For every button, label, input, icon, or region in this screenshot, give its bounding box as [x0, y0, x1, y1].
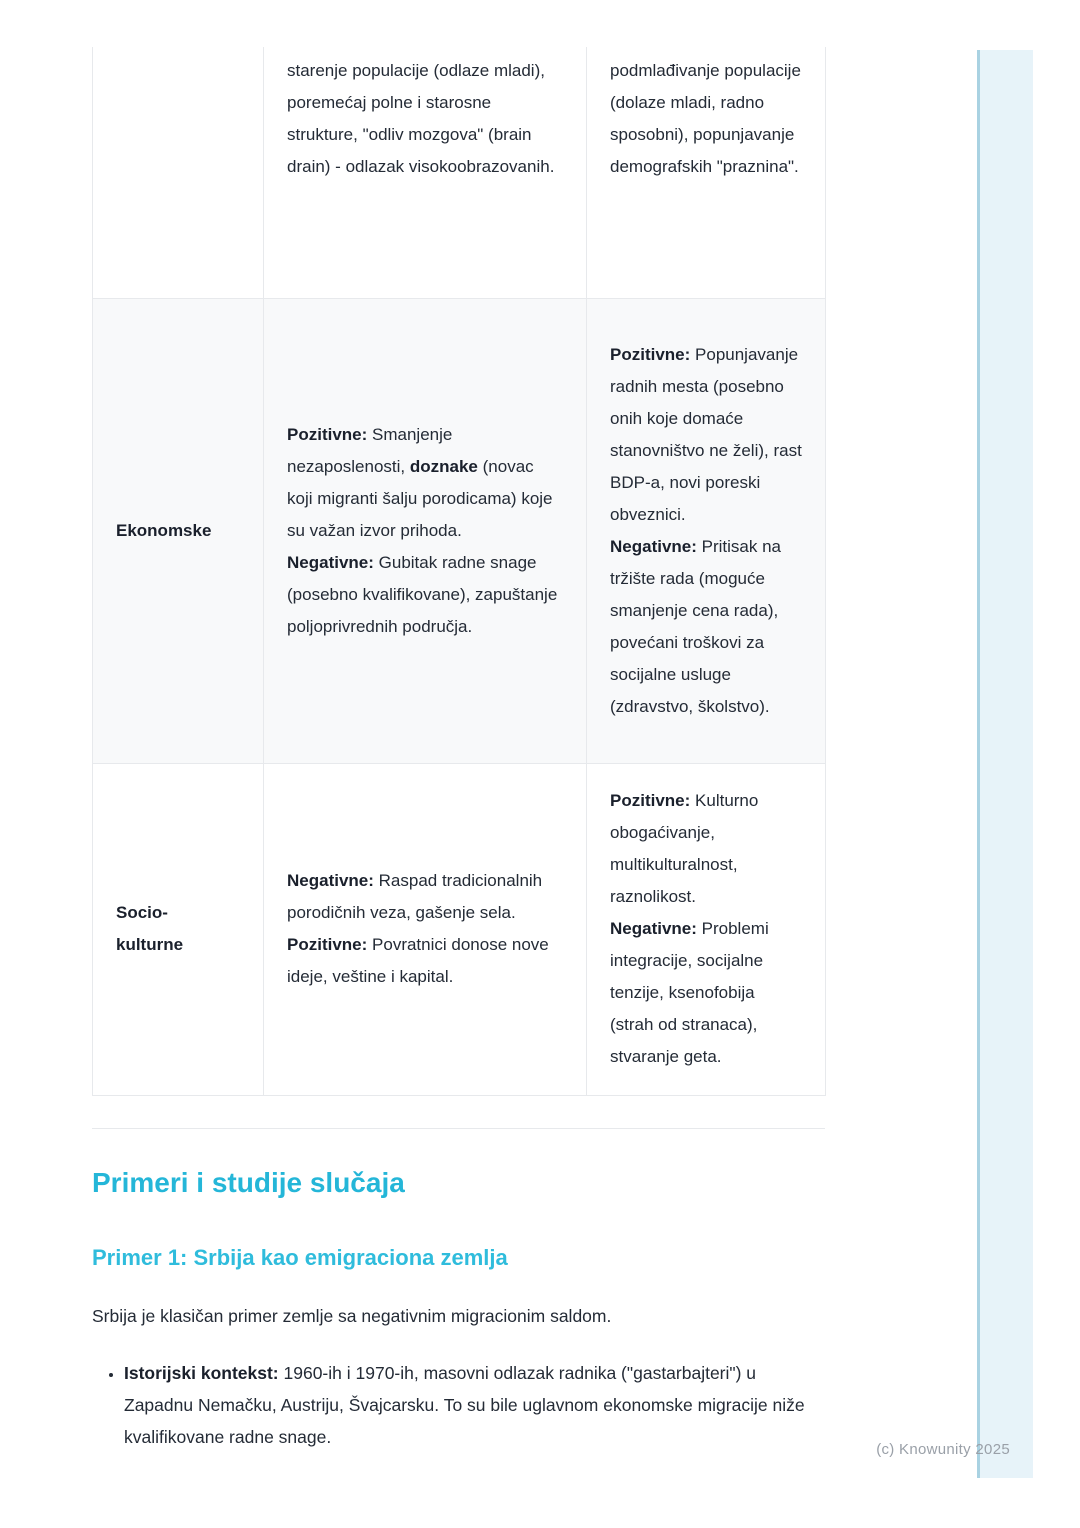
- subsection-heading-example1: Primer 1: Srbija kao emigraciona zemlja: [92, 1244, 508, 1270]
- bold-label: Negativne:: [610, 536, 697, 556]
- migration-effects-table: starenje populacije (odlaze mladi), pore…: [92, 47, 826, 1096]
- table-cell-emigration: Negativne: Raspad tradicionalnih porodič…: [263, 762, 587, 1096]
- section-divider: [92, 1127, 825, 1129]
- bold-label: doznake: [409, 456, 478, 476]
- table-cell-emigration: Pozitivne: Smanjenje nezaposlenosti, doz…: [263, 297, 587, 764]
- document-content: starenje populacije (odlaze mladi), pore…: [92, 0, 826, 1453]
- table-cell-emigration: starenje populacije (odlaze mladi), pore…: [263, 47, 587, 299]
- table-row: Ekonomske Pozitivne: Smanjenje nezaposlen…: [92, 297, 826, 764]
- example1-bullet-list: Istorijski kontekst: 1960-ih i 1970-ih, …: [92, 1357, 825, 1453]
- bold-label: Pozitivne:: [287, 424, 368, 444]
- bullet-text: 1960-ih i 1970-ih, masovni odlazak radni…: [124, 1362, 805, 1447]
- table-cell-category: Socio-kulturne: [92, 762, 264, 1096]
- table-cell-immigration: Pozitivne: Kulturno obogaćivanje, multik…: [586, 762, 826, 1096]
- bold-label: Pozitivne:: [610, 791, 691, 810]
- bold-label: Negativne:: [287, 871, 374, 890]
- page-edge-strip: [977, 50, 1033, 1478]
- table-cell-category: [92, 47, 264, 299]
- bullet-bold-label: Istorijski kontekst:: [124, 1362, 279, 1383]
- bold-label: Negativne:: [610, 919, 697, 938]
- section-heading-examples: Primeri i studije slučaja: [92, 1166, 405, 1198]
- bold-label: Pozitivne:: [287, 935, 368, 954]
- copyright-notice: (c) Knowunity 2025: [876, 1441, 1010, 1458]
- table-cell-category: Ekonomske: [92, 297, 264, 764]
- bold-label: Negativne:: [287, 552, 374, 572]
- example1-intro-paragraph: Srbija je klasičan primer zemlje sa nega…: [92, 1305, 612, 1326]
- table-row: Socio-kulturne Negativne: Raspad tradicio…: [92, 762, 826, 1096]
- bold-label: Pozitivne:: [610, 344, 691, 364]
- table-row: starenje populacije (odlaze mladi), pore…: [92, 47, 826, 299]
- table-cell-immigration: Pozitivne: Popunjavanje radnih mesta (po…: [586, 297, 826, 764]
- bullet-item-historical-context: Istorijski kontekst: 1960-ih i 1970-ih, …: [124, 1357, 825, 1453]
- table-cell-immigration: podmlađivanje populacije (dolaze mladi, …: [586, 47, 826, 299]
